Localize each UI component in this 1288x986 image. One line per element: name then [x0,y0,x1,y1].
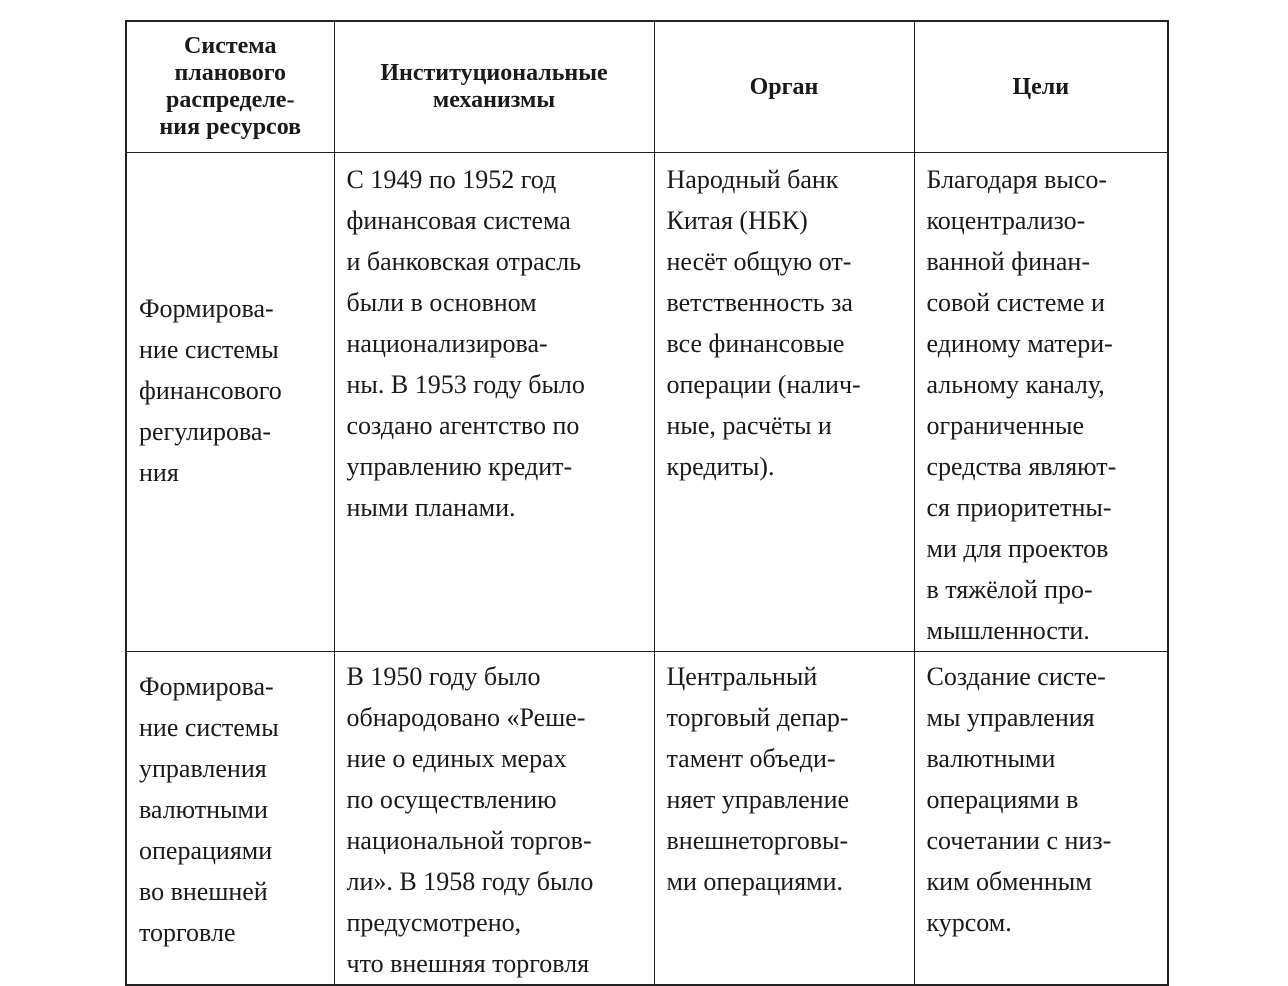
header-body-text: Орган [749,73,819,100]
cell-body: Центральный торговый депар- тамент объед… [653,651,915,986]
table-row: Формирова- ние системы финансового регул… [125,152,1169,652]
cell-goals: Создание систе- мы управления валютными … [913,651,1169,986]
header-mechanisms: Институциональные механизмы [333,20,655,153]
header-mechanisms-text: Институциональные механизмы [380,60,608,113]
cell-mechanisms: В 1950 году было обнародовано «Реше- ние… [333,651,655,986]
cell-mechanisms: С 1949 по 1952 год финансовая система и … [333,152,655,652]
cell-system: Формирова- ние системы управления валютн… [125,651,335,986]
table-row: Формирова- ние системы управления валютн… [125,651,1169,986]
header-row: Система планового распределе- ния ресурс… [125,20,1169,153]
header-goals-text: Цели [1012,73,1070,100]
header-system-text: Система планового распределе- ния ресурс… [159,33,302,140]
header-system: Система планового распределе- ния ресурс… [125,20,335,153]
header-goals: Цели [913,20,1169,153]
header-body: Орган [653,20,915,153]
cell-body: Народный банк Китая (НБК) несёт общую от… [653,152,915,652]
cell-goals: Благодаря высо- коцентрализо- ванной фин… [913,152,1169,652]
document-table: Система планового распределе- ния ресурс… [125,20,1169,986]
cell-system: Формирова- ние системы финансового регул… [125,152,335,652]
